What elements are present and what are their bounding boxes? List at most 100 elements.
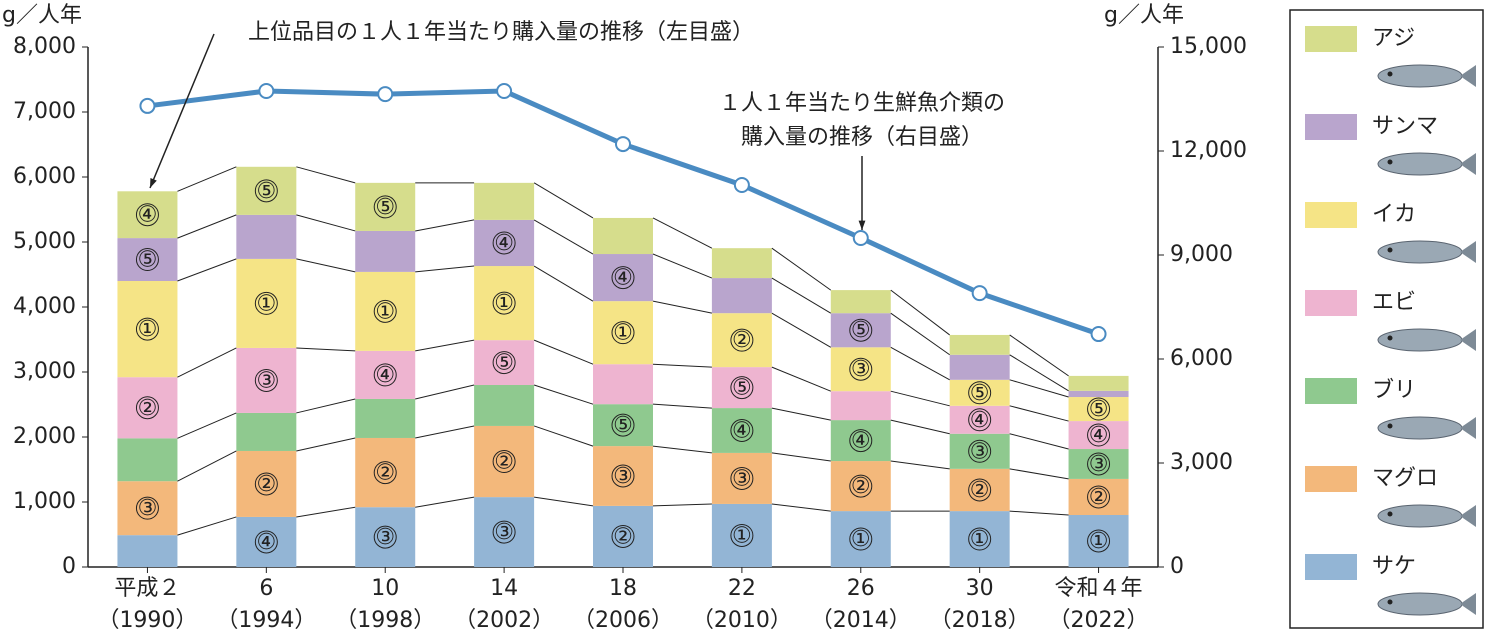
connector [1009,334,1069,377]
connector [296,258,356,273]
x-tick-year: （2010） [692,608,792,633]
rank-label: ③ [138,496,158,521]
fish-eye [1387,511,1393,517]
connector [1009,405,1069,422]
rank-circle [730,328,754,352]
rank-label: ② [613,524,633,549]
bar-segment [711,408,772,453]
connector [296,347,356,352]
connector [1009,379,1069,398]
connector [771,277,832,314]
bar-segment [355,437,416,508]
x-tick-year: （1998） [335,608,435,633]
rank-label: ⑤ [851,318,871,343]
line-point [971,285,988,302]
bar-segment [1068,449,1129,479]
connector [652,253,713,279]
rank-circle [730,523,754,547]
connector [652,217,713,249]
fish-eye [1387,423,1393,429]
rank-circle [968,381,992,405]
bar-segment [593,217,653,255]
connector [177,166,237,192]
connector [533,182,594,219]
line-point [496,83,513,100]
rank-label: ② [375,461,395,486]
connector [533,384,594,405]
rank-circle [254,368,278,392]
rank-label: ① [732,523,752,548]
rank-circle [849,527,873,551]
rank-circle [611,413,635,437]
y2-tick-label: 6,000 [1170,346,1233,371]
fish-eye [1387,335,1393,341]
connector [890,419,950,435]
rank-circle [254,291,278,315]
rank-label: ② [732,328,752,353]
rank-label: ④ [851,429,871,454]
connector [296,214,356,232]
arrow-head [150,178,157,188]
x-tick-year: （1990） [97,608,197,633]
bar-segment [830,461,891,512]
x-tick-label: 平成２ [114,576,180,601]
y-tick-label: 6,000 [13,164,76,189]
bar-segment [236,214,297,259]
bar-segment [355,350,416,399]
connector [296,437,356,452]
line-point [139,97,156,114]
x-tick-label: 6 [259,576,273,601]
fish-tail [1460,153,1476,175]
arrow-head [858,220,866,230]
rank-circle [135,496,159,520]
fish-tail [1460,417,1476,439]
fish-tail [1460,65,1476,87]
connector [1009,354,1069,392]
bar-segment [830,290,891,314]
bar-segment [474,219,535,267]
rank-label: ⑤ [256,179,276,204]
rank-label: ④ [613,266,633,291]
rank-circle [492,520,516,544]
y-tick-label: 4,000 [13,294,76,319]
connector [177,450,237,482]
bar-segment [711,248,772,279]
legend-swatch [1305,290,1357,316]
legend-label: イカ [1372,202,1416,227]
legend-label: マグロ [1372,466,1438,491]
rank-circle [373,525,397,549]
bar-segment [236,412,297,451]
legend-box [1289,9,1484,629]
rank-label: ① [613,321,633,346]
bar-segment [830,420,891,462]
rank-circle [254,472,278,496]
rank-label: ① [851,527,871,552]
rank-label: ② [256,472,276,497]
bar-segment [711,278,772,314]
bar-segment [474,385,535,426]
bar-segment [949,468,1010,512]
rank-circle [254,530,278,554]
rank-circle [492,291,516,315]
fish-tail [1460,329,1476,351]
rank-circle [1087,529,1111,553]
rank-label: ② [970,478,990,503]
connector [296,506,356,518]
rank-label: ③ [851,357,871,382]
x-tick-year: （2002） [454,608,554,633]
rank-label: ① [494,291,514,316]
rank-circle [1087,397,1111,421]
y-tick-label: 8,000 [13,34,76,59]
line-point [1090,326,1107,343]
y2-axis-title: g／人年 [1104,3,1184,28]
connector [533,425,594,447]
bar-segment [474,182,535,220]
connector [652,445,712,454]
legend-swatch [1305,26,1357,52]
fish-eye [1387,159,1393,165]
rank-label: ④ [1089,423,1109,448]
connector [652,300,712,314]
connector [890,390,950,407]
bar-segment [474,425,535,498]
rank-label: ③ [970,439,990,464]
